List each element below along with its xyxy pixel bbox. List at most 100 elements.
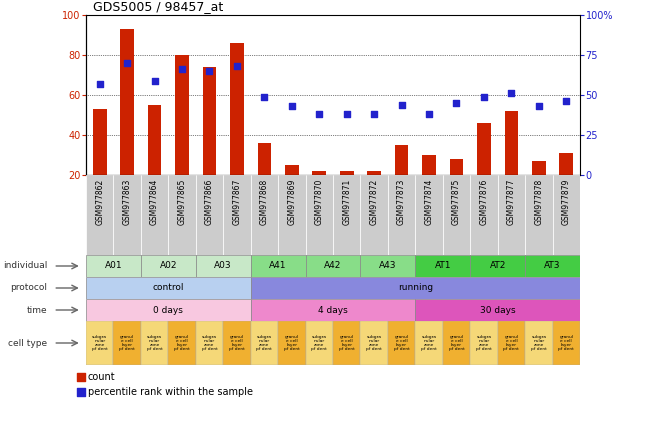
- Bar: [86, 321, 114, 365]
- Text: GSM977868: GSM977868: [260, 179, 269, 225]
- Text: GSM977874: GSM977874: [424, 179, 434, 226]
- Bar: [525, 321, 553, 365]
- Point: [561, 98, 572, 105]
- Point: [95, 80, 105, 87]
- Bar: [443, 321, 470, 365]
- Bar: [360, 321, 388, 365]
- Bar: [141, 175, 169, 255]
- Text: granul
e cell
layer
pf dent: granul e cell layer pf dent: [504, 335, 520, 351]
- Point: [342, 111, 352, 118]
- Text: GSM977866: GSM977866: [205, 179, 214, 226]
- Bar: [169, 321, 196, 365]
- Text: A03: A03: [214, 262, 232, 270]
- Bar: [86, 299, 251, 321]
- Bar: [86, 175, 114, 255]
- Text: subgra
nular
zone
pf dent: subgra nular zone pf dent: [531, 335, 547, 351]
- Text: subgra
nular
zone
pf dent: subgra nular zone pf dent: [366, 335, 382, 351]
- Bar: [470, 321, 498, 365]
- Bar: [305, 255, 360, 277]
- Text: A43: A43: [379, 262, 397, 270]
- Bar: [525, 175, 553, 255]
- Text: granul
e cell
layer
pf dent: granul e cell layer pf dent: [339, 335, 355, 351]
- Point: [259, 93, 270, 100]
- Bar: [285, 165, 299, 175]
- Bar: [470, 175, 498, 255]
- Text: granul
e cell
layer
pf dent: granul e cell layer pf dent: [174, 335, 190, 351]
- Bar: [333, 321, 360, 365]
- Bar: [169, 175, 196, 255]
- Bar: [251, 255, 305, 277]
- Text: A41: A41: [270, 262, 287, 270]
- Point: [287, 103, 297, 110]
- Bar: [368, 171, 381, 175]
- Point: [314, 111, 325, 118]
- Text: subgra
nular
zone
pf dent: subgra nular zone pf dent: [92, 335, 108, 351]
- Text: GSM977869: GSM977869: [288, 179, 296, 226]
- Point: [369, 111, 379, 118]
- Text: granul
e cell
layer
pf dent: granul e cell layer pf dent: [284, 335, 300, 351]
- Bar: [305, 175, 333, 255]
- Bar: [223, 321, 251, 365]
- Text: running: running: [398, 284, 433, 293]
- Text: subgra
nular
zone
pf dent: subgra nular zone pf dent: [256, 335, 272, 351]
- Text: GSM977863: GSM977863: [123, 179, 132, 226]
- Text: AT3: AT3: [544, 262, 561, 270]
- Point: [204, 67, 215, 75]
- Text: individual: individual: [3, 262, 48, 270]
- Point: [451, 99, 462, 107]
- Bar: [340, 171, 354, 175]
- Text: GSM977871: GSM977871: [342, 179, 351, 225]
- Point: [75, 388, 86, 395]
- Bar: [333, 175, 360, 255]
- Bar: [388, 321, 415, 365]
- Bar: [258, 143, 271, 175]
- Text: control: control: [153, 284, 184, 293]
- Bar: [251, 321, 278, 365]
- Text: AT1: AT1: [434, 262, 451, 270]
- Bar: [477, 123, 491, 175]
- Bar: [415, 299, 580, 321]
- Bar: [278, 321, 305, 365]
- Text: GSM977865: GSM977865: [178, 179, 186, 226]
- Point: [506, 90, 517, 97]
- Bar: [93, 109, 106, 175]
- Bar: [313, 171, 326, 175]
- Point: [176, 66, 187, 73]
- Text: count: count: [88, 372, 116, 381]
- Bar: [141, 255, 196, 277]
- Text: granul
e cell
layer
pf dent: granul e cell layer pf dent: [559, 335, 574, 351]
- Text: percentile rank within the sample: percentile rank within the sample: [88, 386, 253, 396]
- Bar: [251, 277, 580, 299]
- Bar: [203, 67, 216, 175]
- Text: time: time: [26, 305, 48, 314]
- Text: GSM977864: GSM977864: [150, 179, 159, 226]
- Text: GSM977878: GSM977878: [534, 179, 543, 225]
- Text: GSM977877: GSM977877: [507, 179, 516, 226]
- Bar: [114, 321, 141, 365]
- Bar: [388, 175, 415, 255]
- Bar: [498, 175, 525, 255]
- Text: subgra
nular
zone
pf dent: subgra nular zone pf dent: [311, 335, 327, 351]
- Text: GSM977873: GSM977873: [397, 179, 406, 226]
- Bar: [415, 255, 470, 277]
- Bar: [498, 321, 525, 365]
- Text: protocol: protocol: [11, 284, 48, 293]
- Text: granul
e cell
layer
pf dent: granul e cell layer pf dent: [449, 335, 465, 351]
- Text: A01: A01: [104, 262, 122, 270]
- Bar: [360, 255, 415, 277]
- Bar: [120, 29, 134, 175]
- Bar: [449, 159, 463, 175]
- Bar: [86, 255, 141, 277]
- Bar: [532, 161, 546, 175]
- Bar: [196, 175, 223, 255]
- Point: [424, 111, 434, 118]
- Text: subgra
nular
zone
pf dent: subgra nular zone pf dent: [147, 335, 163, 351]
- Text: A42: A42: [325, 262, 342, 270]
- Bar: [305, 321, 333, 365]
- Text: granul
e cell
layer
pf dent: granul e cell layer pf dent: [394, 335, 410, 351]
- Bar: [251, 299, 415, 321]
- Text: GSM977867: GSM977867: [233, 179, 241, 226]
- Text: subgra
nular
zone
pf dent: subgra nular zone pf dent: [202, 335, 217, 351]
- Bar: [114, 175, 141, 255]
- Point: [231, 63, 242, 70]
